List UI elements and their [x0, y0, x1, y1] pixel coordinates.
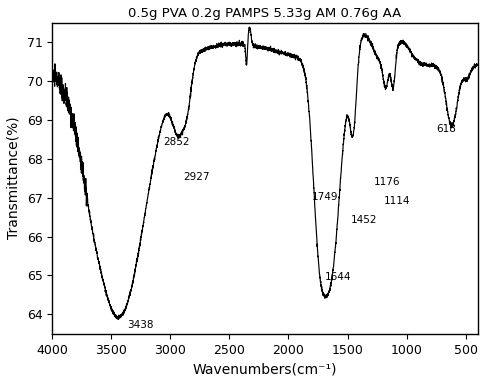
Text: 618: 618: [436, 124, 456, 134]
Text: 1176: 1176: [374, 177, 400, 187]
Y-axis label: Transmittance(%): Transmittance(%): [7, 117, 21, 239]
X-axis label: Wavenumbers(cm⁻¹): Wavenumbers(cm⁻¹): [192, 362, 337, 376]
Text: 1644: 1644: [325, 272, 351, 282]
Title: 0.5g PVA 0.2g PAMPS 5.33g AM 0.76g AA: 0.5g PVA 0.2g PAMPS 5.33g AM 0.76g AA: [128, 7, 401, 20]
Text: 2927: 2927: [183, 172, 209, 182]
Text: 1452: 1452: [351, 215, 377, 225]
Text: 1114: 1114: [384, 196, 411, 206]
Text: 1749: 1749: [312, 192, 338, 202]
Text: 3438: 3438: [128, 320, 154, 330]
Text: 2852: 2852: [164, 137, 190, 147]
